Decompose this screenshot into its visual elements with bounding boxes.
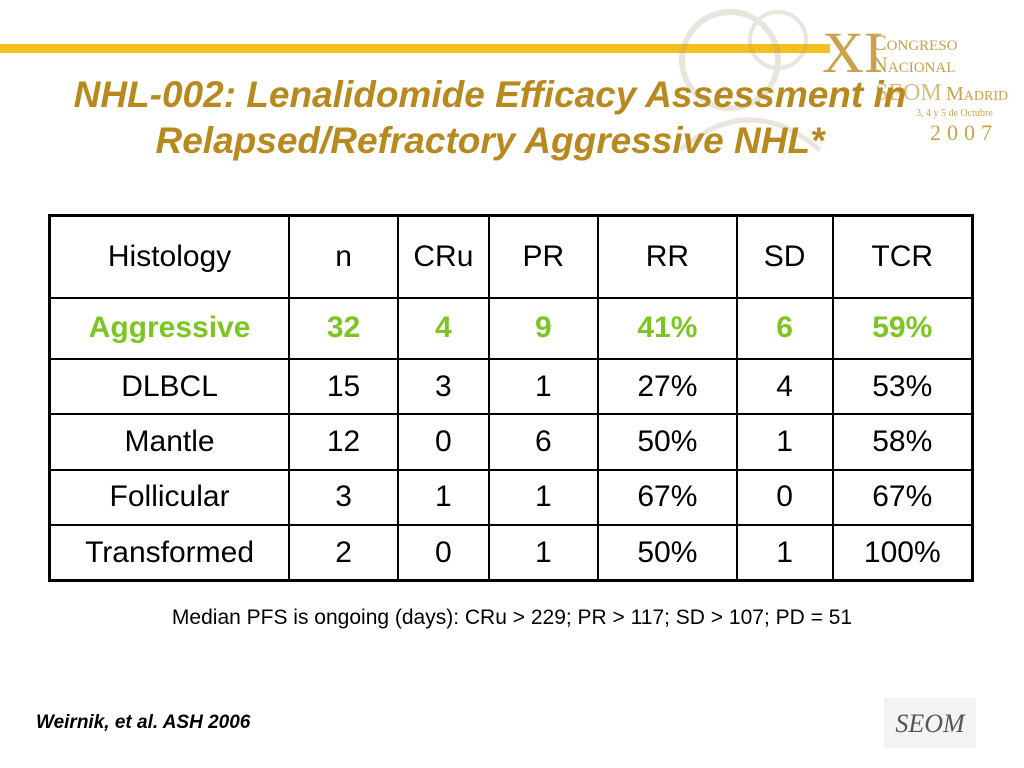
cell-cru: 1 <box>396 468 490 527</box>
seom-logo: SEOM <box>884 698 976 748</box>
cell-cru: 3 <box>396 358 490 416</box>
cell-sd: 4 <box>735 358 834 416</box>
header-histology: Histology <box>48 214 291 299</box>
table-header-row: Histology n CRu PR RR SD TCR <box>48 214 974 299</box>
cell-n: 15 <box>288 358 399 416</box>
table-row: DLBCL 15 3 1 27% 4 53% <box>48 358 974 416</box>
table-row: Follicular 3 1 1 67% 0 67% <box>48 468 974 527</box>
header-cru: CRu <box>396 214 490 299</box>
efficacy-table: Histology n CRu PR RR SD TCR Aggressive … <box>48 214 974 582</box>
cell-sd: 6 <box>735 296 834 361</box>
cell-n: 12 <box>288 413 399 471</box>
cell-cru: 0 <box>396 524 490 582</box>
conference-line1: Congreso <box>872 30 958 55</box>
cell-sd: 1 <box>735 524 834 582</box>
cell-rr: 27% <box>596 358 738 416</box>
citation: Weirnik, et al. ASH 2006 <box>36 712 251 733</box>
cell-cru: 4 <box>396 296 490 361</box>
header-sd: SD <box>735 214 834 299</box>
cell-pr: 1 <box>487 358 599 416</box>
cell-tcr: 67% <box>831 468 974 527</box>
header-rr: RR <box>596 214 738 299</box>
conference-city: Madrid <box>946 83 1008 105</box>
header-tcr: TCR <box>831 214 974 299</box>
slide-title: NHL-002: Lenalidomide Efficacy Assessmen… <box>20 72 960 164</box>
pfs-footnote: Median PFS is ongoing (days): CRu > 229;… <box>171 606 853 629</box>
cell-sd: 1 <box>735 413 834 471</box>
conference-line2: Nacional <box>872 52 955 77</box>
cell-n: 3 <box>288 468 399 527</box>
cell-rr: 50% <box>596 524 738 582</box>
conference-logo-watermark <box>678 9 822 152</box>
cell-histology: Transformed <box>48 524 291 582</box>
cell-cru: 0 <box>396 413 490 471</box>
cell-histology: DLBCL <box>48 358 291 416</box>
conference-numeral: XI <box>822 20 883 85</box>
cell-pr: 6 <box>487 413 599 471</box>
cell-histology: Follicular <box>48 468 291 527</box>
cell-pr: 1 <box>487 468 599 527</box>
slide-title-line1: NHL-002: Lenalidomide Efficacy Assessmen… <box>73 74 907 115</box>
cell-tcr: 59% <box>831 296 974 361</box>
conference-year: 2007 <box>930 120 998 145</box>
cell-rr: 67% <box>596 468 738 527</box>
cell-n: 32 <box>288 296 399 361</box>
cell-rr: 50% <box>596 413 738 471</box>
top-accent-bar <box>0 44 830 53</box>
header-pr: PR <box>487 214 599 299</box>
table-row: Mantle 12 0 6 50% 1 58% <box>48 413 974 471</box>
cell-rr: 41% <box>596 296 738 361</box>
cell-n: 2 <box>288 524 399 582</box>
table-row-aggressive: Aggressive 32 4 9 41% 6 59% <box>48 296 974 361</box>
seom-logo-text: SEOM <box>895 709 966 738</box>
cell-tcr: 53% <box>831 358 974 416</box>
slide-title-line2: Relapsed/Refractory Aggressive NHL* <box>155 120 825 161</box>
table-row: Transformed 2 0 1 50% 1 100% <box>48 524 974 582</box>
cell-pr: 9 <box>487 296 599 361</box>
header-n: n <box>288 214 399 299</box>
cell-pr: 1 <box>487 524 599 582</box>
cell-tcr: 100% <box>831 524 974 582</box>
cell-histology: Aggressive <box>48 296 291 361</box>
conference-line3: SEOM <box>875 80 942 106</box>
conference-logo: XI Congreso Nacional SEOM Madrid 3, 4 y … <box>678 9 1008 152</box>
conference-dates: 3, 4 y 5 de Octubre <box>916 108 993 119</box>
cell-sd: 0 <box>735 468 834 527</box>
cell-histology: Mantle <box>48 413 291 471</box>
cell-tcr: 58% <box>831 413 974 471</box>
